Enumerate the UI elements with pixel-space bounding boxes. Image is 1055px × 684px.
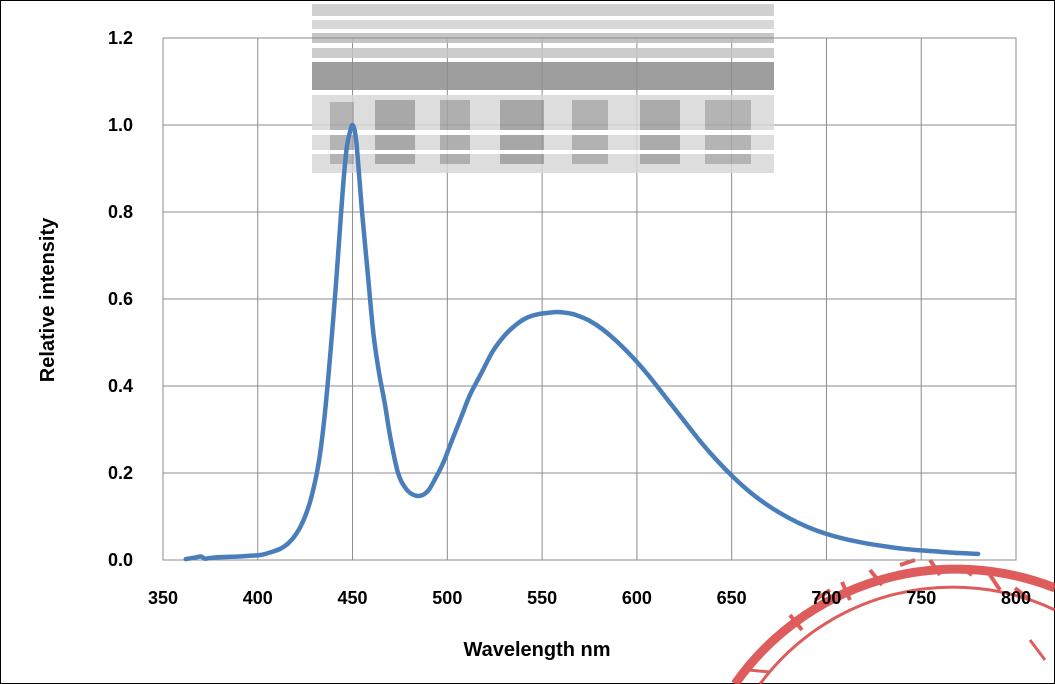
x-tick-label: 400: [243, 588, 273, 608]
x-axis-label: Wavelength nm: [463, 639, 610, 661]
y-tick-label: 1.2: [108, 28, 133, 48]
y-axis-label: Relative intensity: [37, 217, 59, 382]
y-tick-label: 0.6: [108, 289, 133, 309]
x-tick-label: 700: [811, 588, 841, 608]
y-tick-label: 0.4: [108, 376, 133, 396]
x-tick-label: 650: [717, 588, 747, 608]
y-tick-label: 1.0: [108, 115, 133, 135]
x-tick-label: 350: [148, 588, 178, 608]
x-tick-label: 450: [338, 588, 368, 608]
x-tick-label: 750: [906, 588, 936, 608]
y-tick-label: 0.8: [108, 202, 133, 222]
x-tick-label: 500: [432, 588, 462, 608]
x-tick-label: 800: [1001, 588, 1031, 608]
y-tick-label: 0.0: [108, 550, 133, 570]
x-tick-label: 600: [622, 588, 652, 608]
y-tick-label: 0.2: [108, 463, 133, 483]
x-tick-label: 550: [527, 588, 557, 608]
